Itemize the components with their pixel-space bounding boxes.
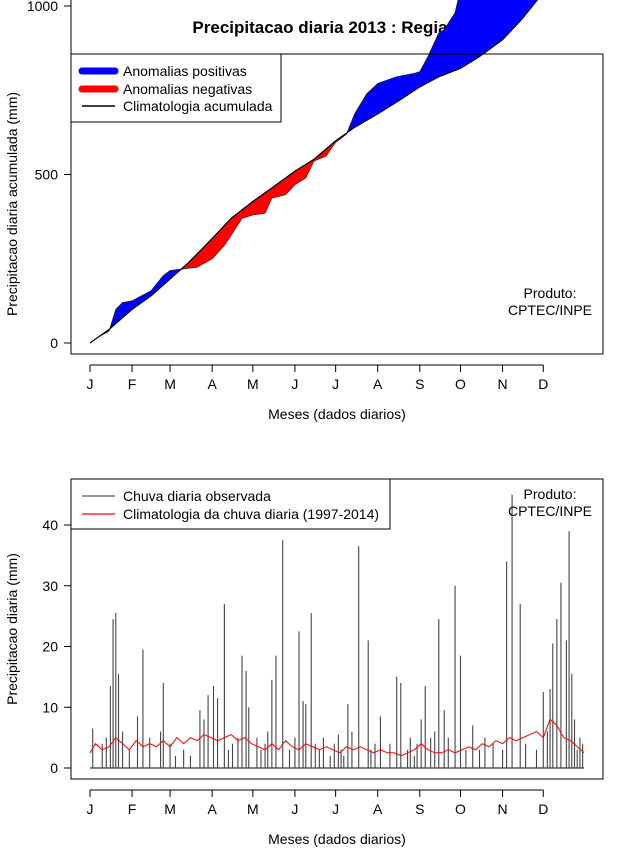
y-axis: 0 10 20 30 40 (42, 517, 72, 776)
x-tick-label: F (128, 801, 137, 817)
y-axis-label: Precipitacao diaria (mm) (4, 553, 20, 705)
y-tick-label: 1000 (27, 0, 58, 14)
legend-label-observed: Chuva diaria observada (123, 488, 271, 504)
anomaly-areas (89, 0, 538, 344)
x-tick-label: D (538, 801, 548, 817)
climatology-daily-line (89, 718, 585, 757)
climatology-cumulative-line (89, 0, 539, 344)
legend-label-climatology: Climatologia da chuva diaria (1997-2014) (123, 506, 379, 522)
legend-label-climatology: Climatologia acumulada (123, 98, 273, 114)
x-axis-label: Meses (dados diarios) (268, 831, 406, 847)
y-axis: 050010001500 (27, 0, 72, 351)
legend-label-positive: Anomalias positivas (123, 63, 247, 79)
y-tick-label: 20 (42, 639, 58, 655)
x-tick-label: A (207, 801, 217, 817)
x-tick-label: M (164, 376, 176, 392)
x-tick-label: J (87, 376, 94, 392)
x-tick-label: J (291, 801, 298, 817)
chart-daily: J F M A M J J A S O N D 0 10 20 30 40 Precipitacao diar… (4, 478, 604, 847)
x-tick-label: F (128, 376, 137, 392)
y-tick-label: 40 (42, 517, 58, 533)
x-tick-label: S (415, 801, 424, 817)
legend: Anomalias positivas Anomalias negativas … (70, 53, 282, 123)
daily-bars (92, 494, 584, 768)
annotation-line1: Produto: (524, 285, 577, 301)
x-tick-label: M (164, 801, 176, 817)
y-tick-label: 10 (42, 699, 58, 715)
x-tick-label: O (455, 801, 466, 817)
y-tick-label: 500 (35, 167, 59, 183)
y-tick-label: 0 (50, 335, 58, 351)
x-tick-label: J (87, 801, 94, 817)
x-tick-label: S (415, 376, 424, 392)
x-tick-label: A (207, 376, 217, 392)
y-axis-label: Precipitacao diaria acumulada (mm) (4, 92, 20, 316)
x-tick-label: J (291, 376, 298, 392)
x-tick-label: A (373, 801, 383, 817)
y-tick-label: 0 (50, 760, 58, 776)
figure-title: Precipitacao diaria 2013 : Regiao 96 (192, 18, 481, 37)
x-tick-label: N (498, 801, 508, 817)
x-tick-label: M (247, 801, 259, 817)
x-tick-label: J (332, 801, 339, 817)
x-axis-label: Meses (dados diarios) (268, 406, 406, 422)
y-tick-label: 30 (42, 578, 58, 594)
legend-label-negative: Anomalias negativas (123, 81, 252, 97)
x-tick-label: N (498, 376, 508, 392)
x-tick-label: O (455, 376, 466, 392)
annotation-line2: CPTEC/INPE (508, 302, 592, 318)
x-tick-label: J (332, 376, 339, 392)
observed-cumulative-outline (89, 0, 459, 344)
x-tick-label: M (247, 376, 259, 392)
legend-box (70, 478, 391, 530)
legend: Chuva diaria observada Climatologia da c… (70, 478, 391, 530)
annotation-line2: CPTEC/INPE (508, 503, 592, 519)
x-tick-label: A (373, 376, 383, 392)
annotation-line1: Produto: (524, 486, 577, 502)
x-tick-label: D (538, 376, 548, 392)
